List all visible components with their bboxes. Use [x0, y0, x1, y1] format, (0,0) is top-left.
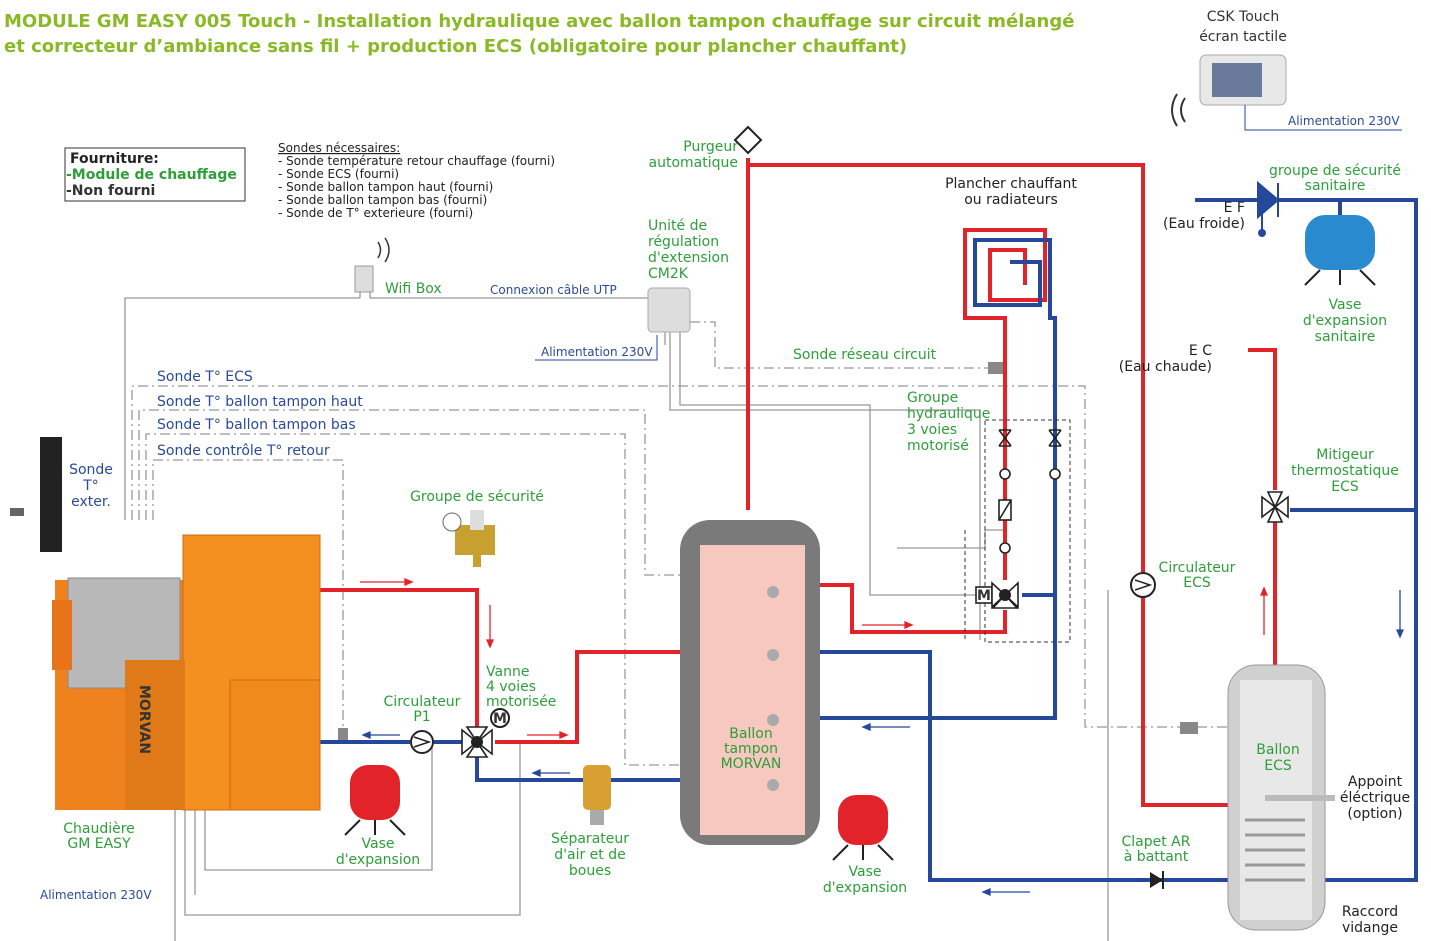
label: Vanne — [486, 664, 529, 680]
label: P1 — [413, 709, 430, 725]
label: sanitaire — [1305, 178, 1366, 194]
label: Appoint — [1348, 774, 1403, 790]
label: Chaudière — [63, 821, 135, 837]
label: régulation — [648, 234, 719, 250]
label: Mitigeur — [1316, 447, 1374, 463]
label: Plancher chauffant — [945, 176, 1077, 192]
label: Unité de — [648, 218, 707, 234]
legend-item: -Module de chauffage — [66, 167, 237, 183]
label: à battant — [1124, 849, 1189, 865]
label: - Sonde ballon tampon bas (fourni) — [278, 193, 487, 207]
label: ECS — [1264, 758, 1292, 774]
label: Sonde — [69, 462, 113, 478]
label: d'expansion — [1303, 313, 1387, 329]
label: ECS — [1183, 575, 1211, 591]
label: (Eau froide) — [1163, 216, 1245, 232]
label: E C — [1189, 343, 1212, 359]
legend-item: -Non fourni — [66, 183, 155, 199]
label: Vase — [1329, 297, 1362, 313]
label: éléctrique — [1340, 790, 1410, 806]
label: Sonde contrôle T° retour — [157, 443, 330, 459]
label: Alimentation 230V — [40, 888, 152, 902]
label: Ballon — [729, 726, 772, 742]
label: thermostatique — [1291, 463, 1399, 479]
sensors-heading: Sondes nécessaires: — [278, 141, 400, 155]
label: Sonde T° ECS — [157, 369, 253, 385]
label: exter. — [71, 494, 111, 510]
label: Vase — [362, 836, 395, 852]
label: tampon — [724, 741, 778, 757]
label: 4 voies — [486, 679, 536, 695]
title: et correcteur d’ambiance sans fil + prod… — [4, 36, 907, 57]
title: MODULE GM EASY 005 Touch - Installation … — [4, 11, 1074, 32]
csk-touch: CSK Touch écran tactile Alimentation 230… — [1172, 9, 1402, 130]
label: d'extension — [648, 250, 729, 266]
label: 3 voies — [907, 422, 957, 438]
svg-text:M: M — [493, 711, 507, 727]
label: d'expansion — [336, 852, 420, 868]
label: T° — [82, 478, 99, 494]
label: CM2K — [648, 266, 689, 282]
brand: MORVAN — [136, 685, 152, 754]
label: E F — [1224, 200, 1245, 216]
label: motorisée — [486, 694, 556, 710]
label: Alimentation 230V — [541, 345, 653, 359]
label: Circulateur — [1159, 560, 1236, 576]
outdoor-sensor — [40, 437, 62, 552]
label: hydraulique — [907, 406, 990, 422]
label: d'air et de — [554, 847, 625, 863]
label: Sonde réseau circuit — [793, 347, 937, 363]
svg-text:M: M — [977, 588, 991, 604]
label: Purgeur — [683, 139, 738, 155]
label: Sonde T° ballon tampon haut — [157, 394, 363, 410]
label: CSK Touch — [1207, 9, 1279, 25]
label: (option) — [1347, 806, 1402, 822]
label: Groupe de sécurité — [410, 489, 544, 505]
label: Séparateur — [551, 831, 629, 847]
label: Vase — [849, 864, 882, 880]
label: - Sonde température retour chauffage (fo… — [278, 154, 555, 168]
label: Alimentation 230V — [1288, 114, 1400, 128]
label: Connexion câble UTP — [490, 283, 617, 297]
label: - Sonde ECS (fourni) — [278, 167, 399, 181]
label: écran tactile — [1199, 29, 1287, 45]
label: automatique — [649, 155, 738, 171]
label: Ballon — [1256, 742, 1299, 758]
boiler: MORVAN — [52, 535, 320, 810]
label: GM EASY — [67, 836, 131, 852]
label: MORVAN — [721, 756, 782, 772]
label: Raccord — [1342, 904, 1398, 920]
label: d'expansion — [823, 880, 907, 896]
label: - Sonde ballon tampon haut (fourni) — [278, 180, 493, 194]
label: Sonde T° ballon tampon bas — [157, 417, 356, 433]
label: Wifi Box — [385, 281, 442, 297]
label: Groupe — [907, 390, 958, 406]
label: ECS — [1331, 479, 1359, 495]
label: (Eau chaude) — [1119, 359, 1212, 375]
label: Clapet AR — [1122, 834, 1191, 850]
hydraulic-diagram: MODULE GM EASY 005 Touch - Installation … — [0, 0, 1431, 941]
label: ou radiateurs — [964, 192, 1058, 208]
label: sanitaire — [1315, 329, 1376, 345]
legend-heading: Fourniture: — [70, 151, 159, 167]
label: groupe de sécurité — [1269, 163, 1401, 179]
label: - Sonde de T° exterieure (fourni) — [278, 206, 473, 220]
label: motorisé — [907, 438, 969, 454]
label: vidange — [1342, 920, 1398, 936]
label: Circulateur — [384, 694, 461, 710]
label: boues — [569, 863, 611, 879]
